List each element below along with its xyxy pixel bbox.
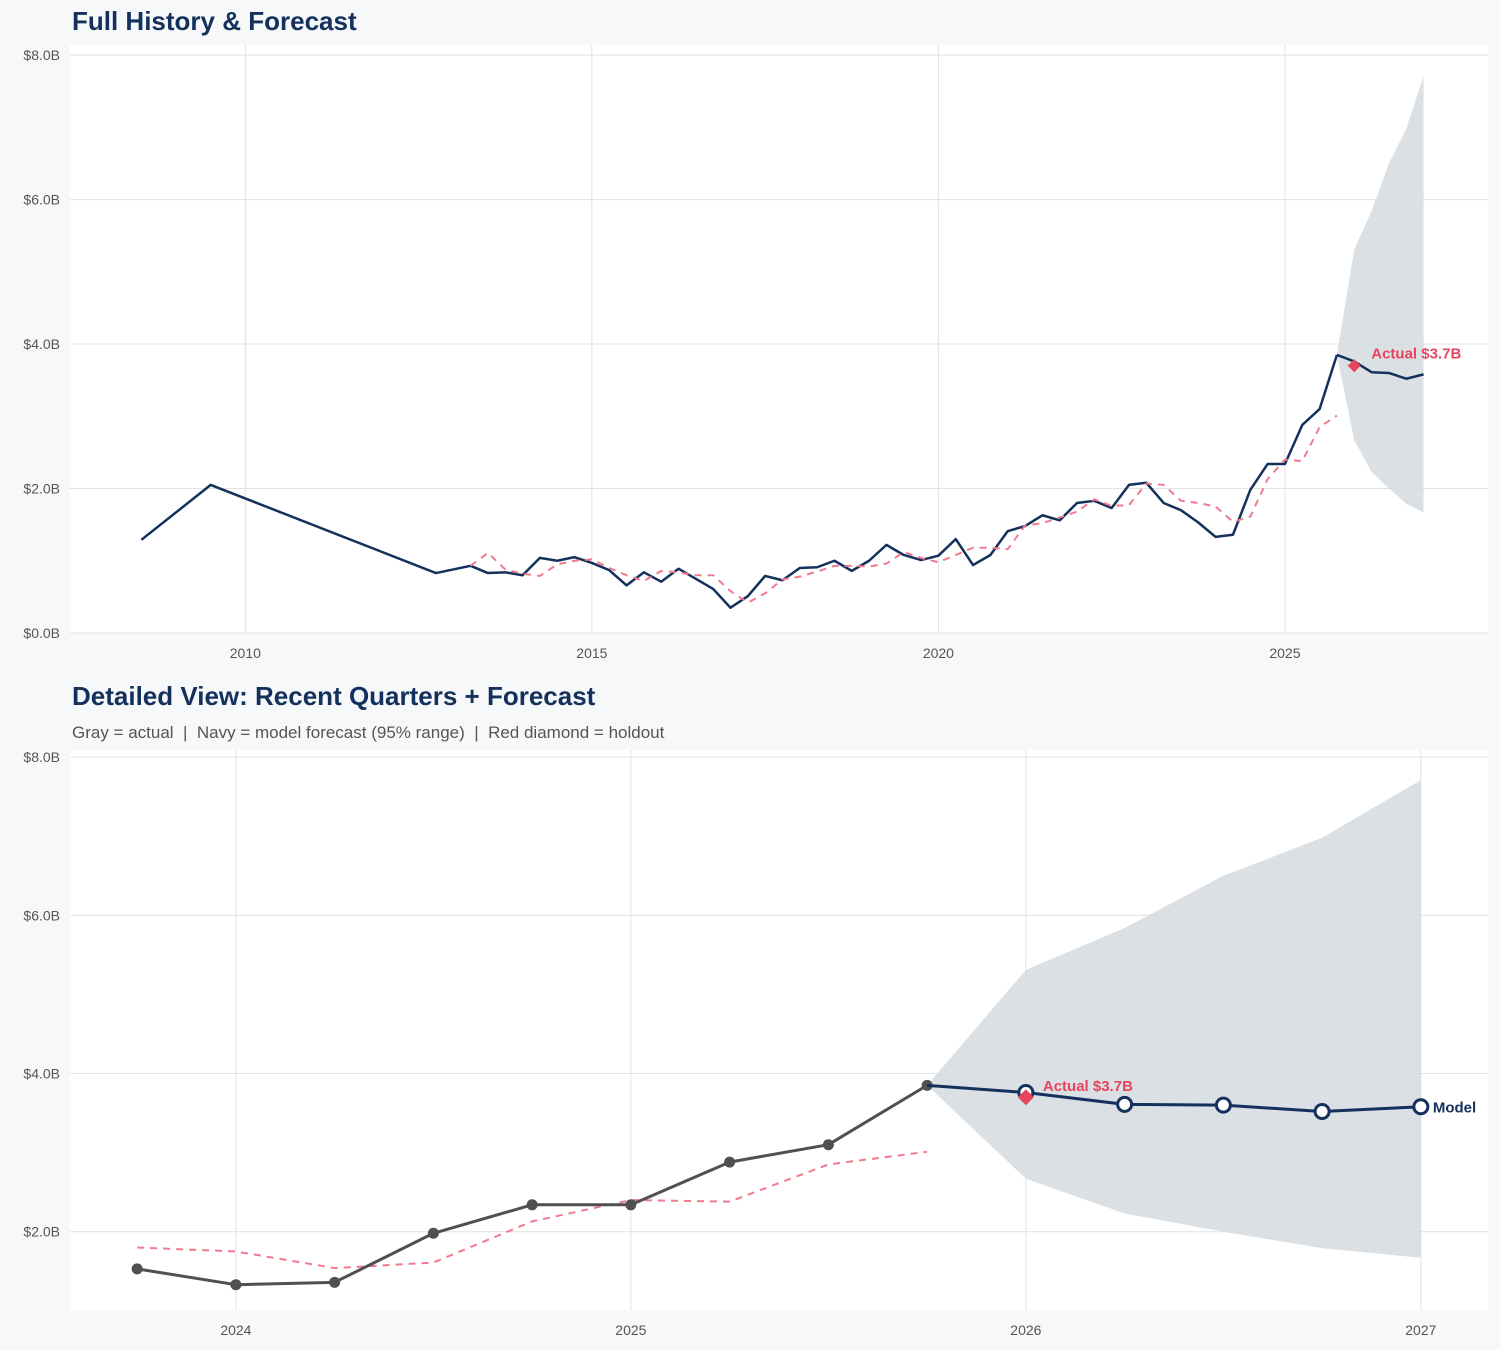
actual-point — [625, 1199, 637, 1211]
holdout-label: Actual $3.7B — [1371, 346, 1461, 363]
actual-point — [822, 1139, 834, 1151]
holdout-diamond — [1017, 1089, 1034, 1106]
forecast-point — [1313, 1102, 1331, 1120]
x-tick-label: 2026 — [1010, 1322, 1041, 1338]
forecast-95-band — [927, 780, 1421, 1258]
fitted-line — [469, 414, 1338, 604]
model-end-label: Model — [1433, 1100, 1476, 1117]
bottom-chart-subtitle: Gray = actual | Navy = model forecast (9… — [72, 723, 665, 742]
x-tick-label: 2025 — [1269, 645, 1300, 661]
forecast-point — [1116, 1095, 1134, 1113]
y-tick-label: $2.0B — [23, 1224, 60, 1240]
x-tick-label: 2024 — [220, 1322, 251, 1338]
x-tick-label: 2025 — [615, 1322, 646, 1338]
actual-point — [427, 1227, 439, 1239]
fitted-line — [137, 1150, 928, 1270]
holdout-label: Actual $3.7B — [1043, 1078, 1133, 1095]
y-tick-label: $4.0B — [23, 336, 60, 352]
actual-point — [131, 1263, 143, 1275]
forecast-line — [1336, 353, 1424, 380]
forecast-point — [1412, 1098, 1430, 1116]
top-chart: $0.0B $2.0B $4.0B $6.0B $8.0B 2010 2015 2020 202… — [23, 45, 1488, 661]
bottom-chart-title: Detailed View: Recent Quarters + Forecas… — [72, 681, 596, 711]
actual-point — [329, 1276, 341, 1288]
y-tick-label: $0.0B — [23, 625, 60, 641]
x-tick-label: 2027 — [1405, 1322, 1436, 1338]
y-tick-label: $8.0B — [23, 749, 60, 765]
y-tick-label: $6.0B — [23, 907, 60, 923]
x-tick-label: 2010 — [230, 645, 261, 661]
x-tick-label: 2020 — [923, 645, 954, 661]
y-tick-label: $8.0B — [23, 47, 60, 63]
bottom-chart: $2.0B $4.0B $6.0B $8.0B 2024 2025 2026 2027 Mode… — [23, 749, 1488, 1338]
forecast-line — [927, 1083, 1421, 1113]
y-tick-label: $4.0B — [23, 1066, 60, 1082]
x-tick-label: 2015 — [576, 645, 607, 661]
actual-line — [140, 354, 1339, 609]
plot-area — [70, 45, 1488, 633]
holdout-diamond — [1347, 359, 1361, 373]
actual-point — [724, 1156, 736, 1168]
forecast-point — [1214, 1096, 1232, 1114]
top-chart-title: Full History & Forecast — [72, 6, 357, 36]
actual-point — [526, 1199, 538, 1211]
y-tick-label: $6.0B — [23, 192, 60, 208]
forecast-95-band — [1336, 76, 1424, 513]
y-tick-label: $2.0B — [23, 481, 60, 497]
actual-point — [230, 1279, 242, 1291]
